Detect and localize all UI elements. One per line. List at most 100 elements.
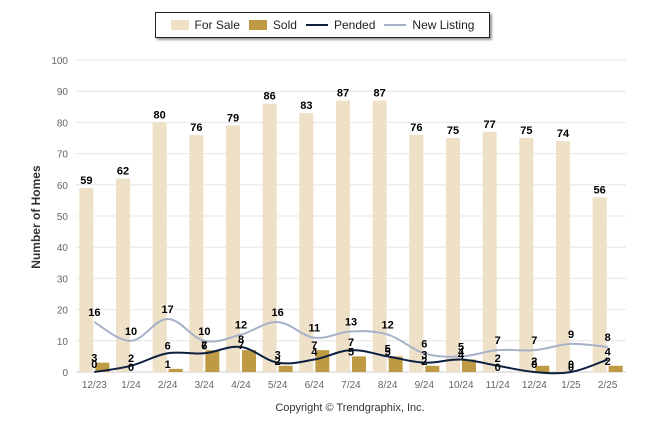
sold-value-label: 1 [165, 359, 171, 371]
legend-new-listing: New Listing [384, 18, 474, 32]
sold-value-label: 4 [458, 350, 465, 362]
x-tick-label: 12/24 [522, 380, 547, 391]
new-listing-value-label: 5 [458, 341, 464, 353]
new-listing-value-label: 12 [235, 320, 247, 332]
x-tick-label: 7/24 [341, 380, 361, 391]
pended-value-label: 4 [458, 347, 465, 359]
for-sale-value-label: 83 [300, 100, 312, 112]
x-tick-label: 11/24 [486, 380, 511, 391]
for-sale-value-label: 77 [484, 119, 496, 131]
sold-bar [352, 356, 366, 372]
for-sale-bar [372, 100, 387, 372]
for-sale-bar [79, 187, 94, 372]
for-sale-bar [409, 134, 424, 372]
sold-bar [388, 356, 403, 372]
new-listing-value-label: 16 [272, 307, 284, 319]
sold-value-label: 2 [605, 356, 611, 368]
pended-value-label: 8 [238, 334, 244, 346]
legend-for-sale-label: For Sale [194, 18, 240, 32]
legend-sold-label: Sold [272, 18, 297, 32]
new-listing-swatch [384, 24, 407, 26]
for-sale-value-label: 76 [410, 122, 422, 134]
for-sale-value-label: 75 [447, 125, 459, 137]
y-tick-label: 40 [57, 243, 69, 254]
x-tick-label: 8/24 [378, 380, 398, 391]
pended-value-label: 2 [495, 353, 501, 365]
y-tick-label: 30 [57, 274, 69, 285]
legend-pended-label: Pended [334, 18, 376, 32]
y-tick-label: 70 [57, 150, 69, 161]
new-listing-value-label: 10 [198, 326, 210, 338]
for-sale-bar [152, 122, 167, 373]
legend-pended: Pended [306, 18, 375, 32]
for-sale-bar [189, 134, 204, 372]
pended-value-label: 0 [568, 359, 574, 371]
for-sale-bar [482, 131, 497, 372]
for-sale-bar [556, 141, 570, 372]
for-sale-bar [446, 138, 460, 372]
pended-value-label: 3 [421, 350, 427, 362]
pended-value-label: 0 [531, 359, 537, 371]
new-listing-line [93, 317, 608, 358]
new-listing-value-label: 6 [421, 338, 427, 350]
sold-swatch [248, 20, 267, 30]
x-tick-label: 12/23 [82, 380, 107, 391]
for-sale-value-label: 76 [190, 122, 202, 134]
for-sale-bar [262, 103, 277, 373]
sold-value-label: 5 [348, 346, 354, 358]
pended-value-label: 2 [128, 353, 134, 365]
y-tick-label: 90 [57, 87, 69, 98]
pended-value-label: 3 [275, 350, 281, 362]
sold-bar [278, 365, 293, 372]
y-tick-label: 20 [57, 306, 69, 317]
sold-value-label: 7 [311, 340, 317, 352]
sold-bar [95, 362, 110, 372]
pended-value-label: 0 [91, 359, 97, 371]
new-listing-value-label: 12 [382, 320, 394, 332]
for-sale-bar [226, 125, 240, 373]
pended-value-label: 4 [605, 347, 612, 359]
x-tick-label: 1/25 [561, 380, 581, 391]
pended-value-label: 5 [385, 343, 391, 355]
y-tick-label: 80 [57, 118, 69, 129]
sold-bar [425, 365, 440, 372]
for-sale-bar [519, 138, 534, 372]
legend-sold: Sold [248, 18, 297, 32]
x-tick-label: 9/24 [415, 380, 435, 391]
for-sale-value-label: 59 [80, 175, 92, 187]
for-sale-bar [592, 197, 607, 372]
sold-bar [315, 350, 330, 372]
new-listing-value-label: 17 [162, 304, 174, 316]
legend-new-listing-label: New Listing [412, 18, 475, 32]
copyright: Copyright © Trendgraphix, Inc. [275, 402, 425, 414]
for-sale-bar [116, 178, 130, 372]
sold-value-label: 0 [568, 362, 574, 374]
new-listing-value-label: 7 [531, 335, 537, 347]
for-sale-value-label: 75 [520, 125, 532, 137]
pended-value-label: 4 [311, 347, 318, 359]
new-listing-value-label: 16 [88, 307, 100, 319]
new-listing-value-label: 9 [568, 329, 574, 341]
x-tick-label: 1/24 [121, 380, 141, 391]
pended-value-label: 6 [165, 340, 171, 352]
sold-value-label: 7 [201, 340, 207, 352]
sold-value-label: 0 [128, 362, 134, 374]
x-tick-label: 2/24 [158, 380, 178, 391]
sold-value-label: 3 [91, 353, 97, 365]
legend-for-sale: For Sale [170, 18, 240, 32]
sold-bar [168, 368, 183, 372]
y-tick-label: 50 [57, 212, 69, 223]
new-listing-value-label: 11 [309, 323, 321, 335]
sold-value-label: 5 [385, 346, 391, 358]
for-sale-value-label: 87 [337, 88, 349, 100]
new-listing-value-label: 8 [605, 332, 611, 344]
y-tick-label: 10 [57, 337, 69, 348]
x-tick-label: 3/24 [195, 380, 215, 391]
y-tick-label: 60 [57, 181, 69, 192]
y-axis-label: Number of Homes [29, 165, 43, 269]
pended-line [94, 345, 608, 375]
pended-value-label: 7 [348, 337, 354, 349]
legend: For Sale Sold Pended New Listing [155, 12, 490, 38]
for-sale-value-label: 62 [117, 166, 129, 178]
